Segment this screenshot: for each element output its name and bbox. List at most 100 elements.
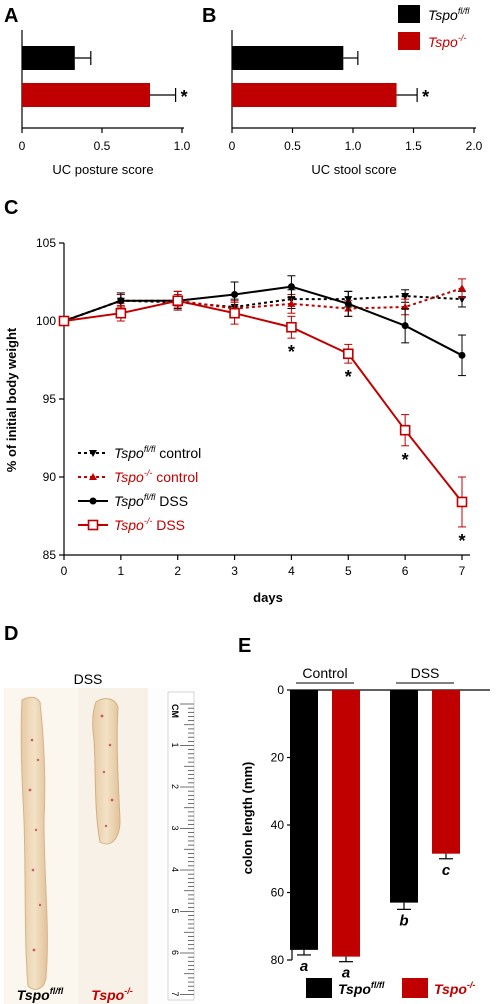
panel-b-chart: UC stool score 0 0.5 1.0 1.5 2.0 *	[229, 30, 483, 177]
photo-label-ko-name: Tspo	[91, 987, 124, 1003]
legend-bottom: Tspofl/fl Tspo-/-	[306, 978, 475, 998]
panel-c-point	[229, 307, 240, 319]
panel-letter-b: B	[202, 5, 216, 27]
panel-c-legend-label-1: Tspo-/- control	[114, 468, 198, 485]
panel-c-point	[401, 293, 410, 301]
panel-c-legend-rest: control	[152, 469, 198, 485]
panel-e-bar-ko	[432, 690, 460, 854]
panel-c-x-label: days	[253, 590, 283, 605]
photo-label-fl-sup: fl/fl	[50, 986, 64, 996]
panel-c-legend-label-0: Tspofl/fl control	[114, 444, 201, 461]
panel-c-x-tick-label: 3	[231, 564, 238, 578]
panel-c-series-line-3	[63, 299, 463, 503]
panel-c-x-tick-label: 0	[61, 564, 68, 578]
panel-c-x-tick-label: 2	[174, 564, 181, 578]
panel-c-legend-label-3: Tspo-/- DSS	[114, 516, 185, 533]
panel-c-y-tick-label: 95	[43, 392, 57, 406]
panel-e-y-tick-label: 20	[271, 751, 285, 765]
ruler-number: 1	[170, 743, 180, 748]
panel-a-significance-ko: *	[181, 87, 188, 107]
panel-b-x-tick-label: 1.0	[345, 139, 362, 153]
panel-c-x-tick-label: 4	[288, 564, 295, 578]
legend-top-swatch-ko	[398, 32, 420, 50]
panel-c-significance-mark: *	[458, 531, 465, 551]
panel-c-x-tick-label: 5	[345, 564, 352, 578]
panel-c-legend-rest: DSS	[155, 493, 188, 509]
panel-c-series-line-1	[63, 287, 463, 322]
legend-top-label-ko: Tspo-/-	[428, 33, 466, 50]
panel-letter-a: A	[4, 5, 18, 27]
legend-top-ko-sup: -/-	[458, 33, 467, 43]
panel-e-letter: a	[300, 958, 308, 975]
photo-label-fl: Tspofl/fl	[17, 986, 64, 1003]
panel-c-legend-name: Tspo	[114, 493, 144, 509]
legend-top: Tspofl/fl Tspo-/-	[398, 5, 470, 50]
panel-d-group-label: DSS	[74, 671, 103, 687]
panel-c-point	[58, 315, 70, 327]
photo-label-ko: Tspo-/-	[91, 986, 132, 1003]
legend-top-label-fl: Tspofl/fl	[428, 6, 470, 23]
panel-c-point	[342, 348, 354, 360]
panel-e-letter: b	[399, 912, 408, 929]
panel-c-point	[344, 300, 352, 308]
panel-c-legend-sup: fl/fl	[144, 492, 157, 502]
panel-c-significance-mark: *	[288, 342, 295, 362]
legend-top-swatch-fl	[398, 5, 420, 23]
panel-c-legend-name: Tspo	[114, 445, 144, 461]
panel-c-point	[172, 295, 184, 307]
panel-c-legend-marker-0	[89, 450, 97, 457]
panel-e-letter: c	[442, 862, 451, 879]
panel-c-x-tick-label: 6	[402, 564, 409, 578]
panel-b-x-tick-label: 0	[229, 139, 236, 153]
panel-c-y-tick-label: 100	[36, 314, 56, 328]
panel-c-point	[458, 284, 466, 292]
panel-c-x-tick-label: 1	[118, 564, 125, 578]
panel-e-y-tick-label: 60	[271, 886, 285, 900]
panel-c-legend-label-2: Tspofl/fl DSS	[114, 492, 188, 509]
legend-top-fl-sup: fl/fl	[458, 6, 471, 16]
panel-a-bar-fl	[22, 46, 75, 70]
panel-c-legend-marker-1	[89, 473, 97, 480]
legend-bottom-label-fl: Tspofl/fl	[338, 980, 385, 997]
panel-e-y-tick-label: 80	[271, 953, 285, 967]
panel-c-legend-rest: DSS	[152, 517, 185, 533]
panel-e-y-tick-label: 40	[271, 818, 285, 832]
panel-c-y-tick-label: 90	[43, 470, 57, 484]
panel-c-point	[231, 290, 239, 298]
ruler-number: 2	[170, 784, 180, 789]
panel-c-legend-marker-2	[89, 497, 97, 505]
panel-letter-d: D	[4, 623, 18, 645]
ruler-number: 7	[170, 992, 180, 997]
ruler-number: 4	[170, 867, 180, 872]
colon-tissue-fl	[20, 696, 48, 990]
panel-c-y-tick-label: 105	[36, 236, 56, 250]
panel-c-legend-name: Tspo	[114, 469, 144, 485]
legend-bottom-swatch-fl	[306, 978, 332, 998]
panel-e-bar-fl	[290, 690, 318, 950]
panel-c-x-tick-label: 7	[459, 564, 466, 578]
panel-e-y-tick-label: 0	[277, 683, 284, 697]
colon-tissue-ko	[92, 698, 121, 845]
ruler-number: 6	[170, 950, 180, 955]
panel-a-x-tick-label: 0	[19, 139, 26, 153]
panel-c-y-tick-label: 85	[43, 548, 57, 562]
panel-e-group-label: DSS	[411, 665, 440, 681]
panel-c-legend-marker-3	[87, 519, 99, 531]
ruler-number: 3	[170, 826, 180, 831]
panel-c-point	[401, 322, 409, 330]
panel-c-series-line-2	[63, 285, 463, 357]
panel-a-chart: UC posture score 0 0.5 1.0 *	[19, 30, 191, 177]
panel-c-point	[287, 283, 295, 291]
panel-c-point	[286, 321, 297, 333]
panel-c-point	[117, 297, 125, 305]
panel-b-x-label: UC stool score	[311, 162, 396, 177]
panel-b-bar-ko	[232, 83, 397, 107]
legend-bottom-fl-sup: fl/fl	[371, 980, 385, 990]
panel-a-bar-ko	[22, 83, 150, 107]
panel-c-point	[287, 299, 296, 307]
panel-e-bar-ko	[332, 690, 360, 957]
panel-a-x-label: UC posture score	[52, 162, 153, 177]
panel-letter-e: E	[238, 635, 251, 657]
